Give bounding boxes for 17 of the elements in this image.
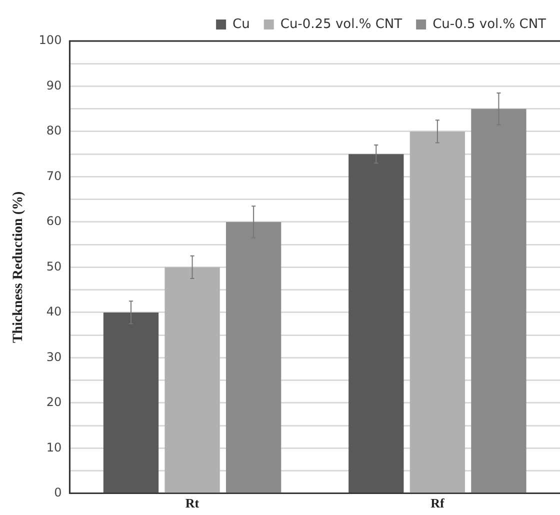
x-tick-label: Rt <box>185 496 200 511</box>
y-tick-label: 30 <box>46 350 62 364</box>
y-tick-label: 70 <box>46 168 62 183</box>
y-tick-label: 100 <box>38 33 62 48</box>
y-tick-label: 40 <box>46 304 62 319</box>
legend-label: Cu-0.25 vol.% CNT <box>280 16 402 32</box>
y-tick-label: 90 <box>46 78 62 92</box>
legend-label: Cu <box>232 16 250 32</box>
y-axis-title: Thickness Reduction (%) <box>11 191 26 344</box>
y-tick-label: 10 <box>46 440 62 454</box>
y-tick-label: 60 <box>46 214 62 228</box>
y-tick-label: 50 <box>46 259 62 274</box>
y-tick-label: 20 <box>46 395 62 410</box>
y-tick-label: 0 <box>54 486 62 500</box>
y-tick-label: 80 <box>46 124 62 138</box>
x-tick-label: Rf <box>430 496 445 511</box>
legend-label: Cu-0.5 vol.% CNT <box>432 16 546 32</box>
